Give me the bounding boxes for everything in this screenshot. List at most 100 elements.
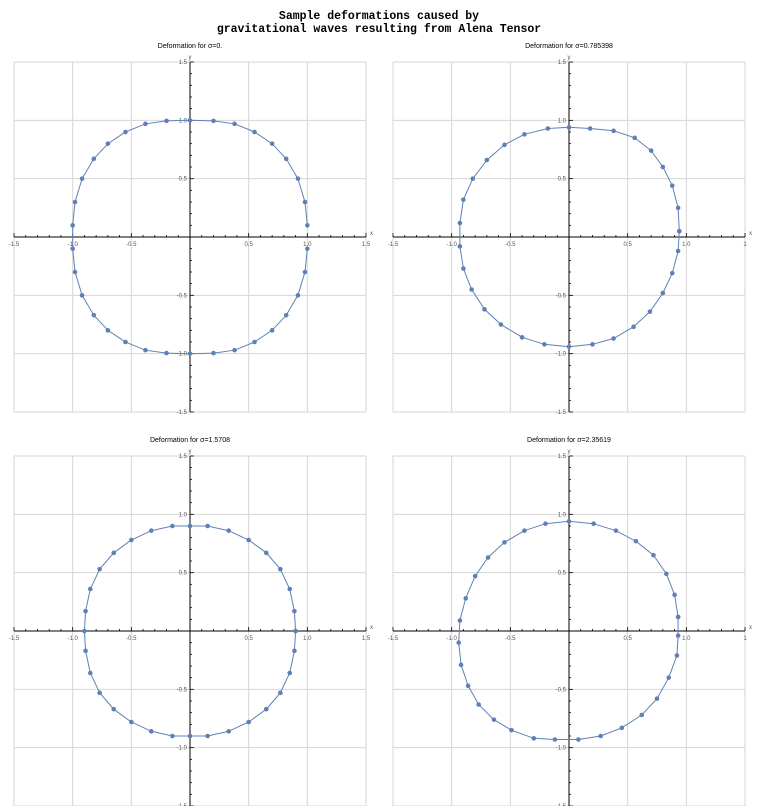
data-point	[660, 164, 666, 170]
data-point	[287, 670, 293, 676]
data-point	[295, 176, 301, 181]
data-point	[457, 618, 463, 623]
data-point	[187, 733, 193, 739]
x-tick-label: 0.5	[244, 636, 253, 642]
data-point	[664, 571, 669, 577]
data-point	[476, 702, 481, 707]
data-point	[676, 228, 682, 234]
x-tick-label: -0.5	[126, 242, 137, 248]
data-point	[587, 126, 593, 131]
y-tick-label: -1.5	[556, 804, 567, 806]
data-point	[542, 342, 547, 347]
x-tick-label: 1.0	[682, 242, 691, 248]
y-tick-label: -1.5	[177, 804, 188, 806]
y-axis-label: y	[189, 449, 192, 455]
data-point	[591, 521, 596, 526]
data-point	[666, 675, 672, 680]
x-tick-label: 0.5	[623, 242, 632, 248]
x-axis-label: x	[370, 231, 373, 237]
data-point	[91, 156, 97, 162]
data-point	[70, 223, 75, 228]
data-point	[675, 633, 681, 638]
y-tick-label: 0.5	[179, 177, 188, 183]
y-tick-label: 1.0	[179, 118, 188, 124]
data-point	[566, 519, 572, 524]
data-point	[283, 156, 289, 162]
chart-panel-top-right: Deformation for σ=0.785398 -1.5 -1.0 -0.5 0.…	[388, 43, 752, 416]
data-point	[278, 690, 283, 696]
y-tick-label: 1.5	[179, 454, 188, 460]
x-tick-label: 1.5	[362, 242, 371, 248]
data-point	[293, 628, 298, 634]
data-point	[269, 141, 275, 146]
x-tick-label: -1.5	[388, 636, 399, 642]
data-point	[531, 736, 537, 741]
data-point	[502, 142, 507, 148]
data-point	[672, 592, 677, 598]
data-point	[143, 347, 148, 353]
data-point	[70, 246, 75, 251]
y-axis-label: y	[568, 55, 571, 61]
data-point	[654, 696, 660, 701]
x-tick-label: -1.5	[9, 636, 20, 642]
x-axis-label: x	[749, 625, 752, 631]
data-point	[82, 628, 87, 634]
data-point	[472, 573, 478, 579]
data-point	[611, 128, 616, 134]
data-point	[278, 566, 283, 572]
y-tick-label: -1.0	[556, 352, 567, 358]
data-point	[211, 350, 216, 356]
data-point	[105, 141, 111, 146]
data-point	[576, 737, 581, 742]
y-tick-label: 0.5	[179, 571, 188, 577]
y-tick-label: 1.0	[179, 512, 188, 518]
y-tick-label: 1.5	[558, 454, 567, 460]
data-point	[675, 248, 681, 254]
data-point	[305, 223, 310, 228]
x-tick-label: 1.5	[362, 636, 371, 642]
data-point	[148, 528, 154, 533]
y-tick-label: 1.0	[558, 512, 567, 518]
data-point	[458, 662, 464, 668]
chart-title: Deformation for σ=0.	[158, 43, 222, 50]
data-point	[226, 729, 232, 734]
data-point	[485, 555, 491, 560]
x-tick-label: -0.5	[126, 636, 137, 642]
data-point	[305, 246, 310, 251]
data-point	[97, 566, 102, 572]
data-point	[170, 523, 175, 529]
data-point	[205, 733, 210, 739]
data-point	[263, 550, 269, 556]
data-point	[123, 129, 128, 135]
data-point	[252, 129, 257, 135]
data-point	[482, 307, 487, 312]
y-tick-label: -1.5	[556, 410, 567, 416]
chart-title: Deformation for σ=1.5708	[150, 437, 230, 444]
data-point	[123, 339, 128, 345]
data-point	[83, 648, 88, 654]
x-tick-label: -1.0	[67, 636, 78, 642]
x-tick-label: 0.5	[623, 636, 632, 642]
data-point	[283, 312, 289, 318]
data-point	[498, 322, 504, 327]
data-point	[187, 118, 193, 123]
data-point	[246, 719, 251, 725]
data-point	[187, 523, 193, 529]
data-point	[187, 351, 193, 356]
y-tick-label: 0.5	[558, 177, 567, 183]
series-line	[458, 520, 679, 740]
data-point	[566, 344, 572, 349]
data-point	[465, 683, 471, 689]
figure-title-line1: Sample deformations caused by	[278, 10, 480, 23]
data-point	[590, 342, 595, 347]
data-point	[164, 350, 169, 356]
data-point	[87, 586, 93, 592]
data-point	[669, 270, 675, 276]
data-point	[619, 725, 625, 731]
y-axis-label: y	[189, 55, 192, 61]
data-point	[631, 324, 636, 330]
data-point	[457, 244, 463, 249]
x-tick-label: 1.0	[682, 636, 691, 642]
data-point	[97, 690, 102, 696]
y-tick-label: -0.5	[177, 293, 188, 299]
